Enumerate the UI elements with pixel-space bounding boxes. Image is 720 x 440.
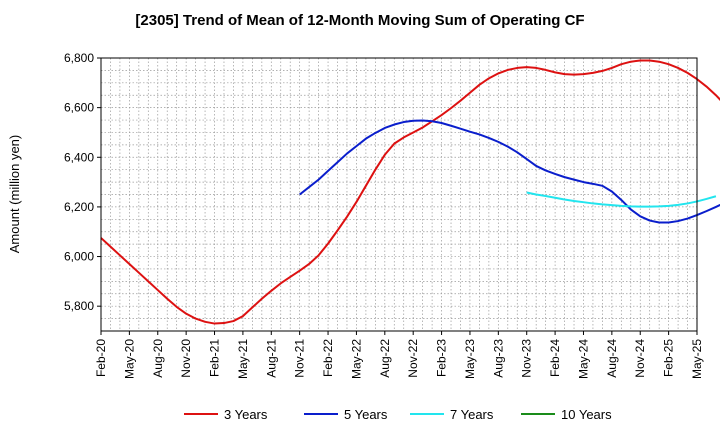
series-line-7-years xyxy=(526,191,717,208)
x-tick-label: Feb-22 xyxy=(321,339,335,377)
chart-title: [2305] Trend of Mean of 12-Month Moving … xyxy=(135,12,585,29)
x-tick-label: Nov-20 xyxy=(179,339,193,378)
x-tick-label: Nov-24 xyxy=(633,339,647,378)
y-tick-label: 6,600 xyxy=(64,101,94,115)
x-tick-label: May-21 xyxy=(236,339,250,379)
x-tick-label: Aug-23 xyxy=(491,339,505,378)
series-line-3-years xyxy=(100,59,720,325)
x-tick-label: May-22 xyxy=(349,339,363,379)
plot-frame xyxy=(100,57,698,332)
y-tick-label: 6,200 xyxy=(64,200,94,214)
y-axis-title: Amount (million yen) xyxy=(7,135,22,254)
x-tick-label: Aug-20 xyxy=(151,339,165,378)
legend-label: 10 Years xyxy=(561,407,612,422)
x-tick-label: May-20 xyxy=(122,339,136,379)
x-tick-label: May-25 xyxy=(690,339,704,379)
y-tick-label: 6,000 xyxy=(64,250,94,264)
series-layer xyxy=(100,59,720,325)
x-tick-label: Feb-21 xyxy=(208,339,222,377)
x-tick-label: May-24 xyxy=(576,339,590,379)
x-tick-label: Feb-25 xyxy=(662,339,676,377)
legend-label: 5 Years xyxy=(344,407,388,422)
x-tick-label: Aug-24 xyxy=(605,339,619,378)
x-tick-label: Aug-22 xyxy=(378,339,392,378)
x-axis: Feb-20 May-20 Aug-20 Nov-20 Feb-21 May-21 Aug-… xyxy=(94,331,704,379)
x-tick-label: Feb-24 xyxy=(548,339,562,377)
y-tick-label: 6,400 xyxy=(64,150,94,164)
y-tick-label: 6,800 xyxy=(64,51,94,65)
y-axis: 5,800 6,000 6,200 6,400 6,600 6,800 xyxy=(64,51,101,313)
legend: 3 Years 5 Years 7 Years 10 Years xyxy=(184,407,612,422)
x-tick-label: May-23 xyxy=(463,339,477,379)
legend-label: 3 Years xyxy=(224,407,268,422)
grid-layer xyxy=(101,58,697,331)
x-tick-label: Nov-22 xyxy=(406,339,420,378)
x-tick-label: Nov-21 xyxy=(293,339,307,378)
x-tick-label: Nov-23 xyxy=(520,339,534,378)
legend-label: 7 Years xyxy=(450,407,494,422)
x-tick-label: Aug-21 xyxy=(264,339,278,378)
series-line-5-years xyxy=(299,119,720,224)
x-tick-label: Feb-20 xyxy=(94,339,108,377)
y-tick-label: 5,800 xyxy=(64,299,94,313)
x-tick-label: Feb-23 xyxy=(435,339,449,377)
